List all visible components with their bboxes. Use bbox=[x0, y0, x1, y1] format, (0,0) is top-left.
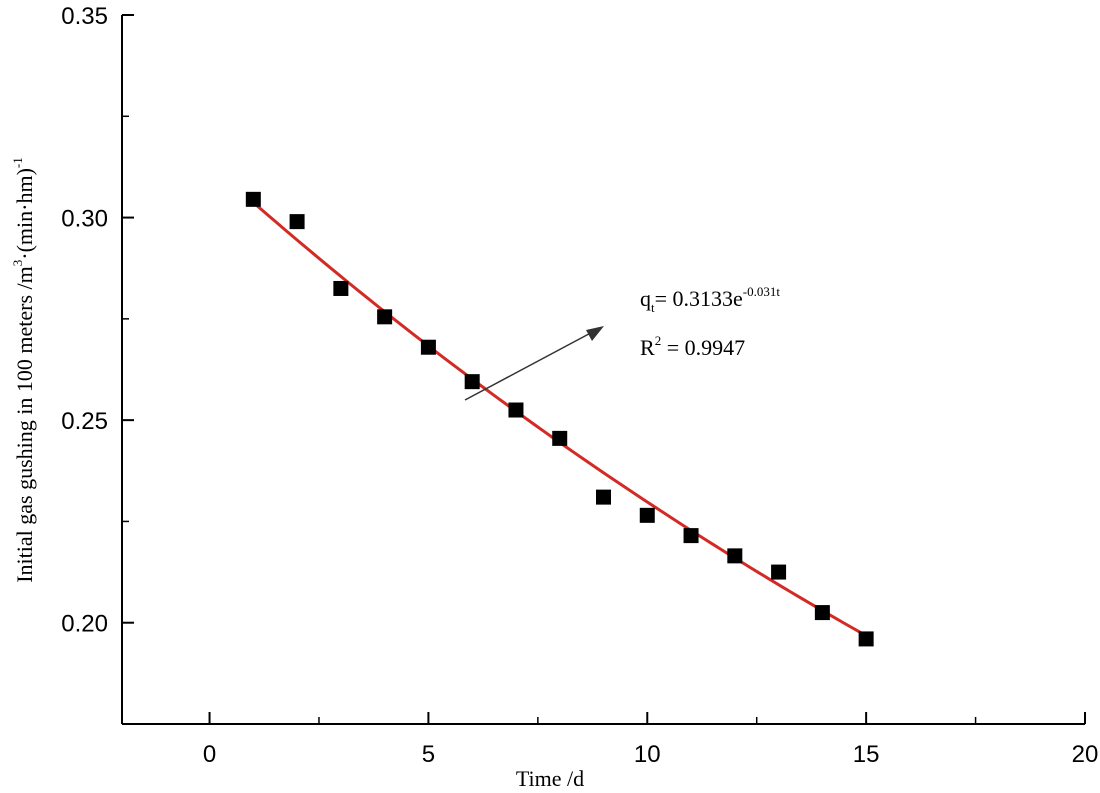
data-point bbox=[552, 430, 568, 446]
annotation: qt= 0.3133e-0.031t R2 = 0.9947 bbox=[464, 284, 780, 401]
data-point bbox=[420, 339, 436, 355]
data-point bbox=[596, 489, 611, 505]
fit-equation: qt= 0.3133e-0.031t bbox=[640, 284, 780, 315]
y-tick-label: 0.20 bbox=[61, 611, 108, 638]
y-tick-label: 0.35 bbox=[61, 3, 108, 30]
x-tick-label: 5 bbox=[422, 741, 435, 768]
x-axis-title: Time /d bbox=[516, 766, 584, 791]
data-point bbox=[508, 402, 524, 418]
y-axis-title: Initial gas gushing in 100 meters /m3·(m… bbox=[10, 157, 37, 583]
annotation-arrowhead bbox=[586, 326, 604, 341]
data-point bbox=[771, 564, 787, 580]
r-squared-label: R2 = 0.9947 bbox=[640, 333, 745, 360]
data-point bbox=[814, 605, 830, 621]
y-tick-label: 0.30 bbox=[61, 206, 108, 233]
data-point bbox=[333, 280, 349, 296]
ticks: 0 5 10 15 20 0.20 0.25 0.30 0.35 bbox=[61, 3, 1098, 768]
data-point bbox=[639, 507, 655, 523]
x-tick-label: 15 bbox=[853, 741, 880, 768]
data-point bbox=[464, 374, 480, 390]
data-point bbox=[858, 631, 874, 647]
x-tick-label: 20 bbox=[1072, 741, 1099, 768]
data-points bbox=[245, 191, 874, 647]
data-point bbox=[377, 309, 393, 325]
data-point bbox=[683, 528, 699, 544]
data-point bbox=[289, 214, 305, 230]
data-point bbox=[245, 191, 261, 207]
x-tick-label: 0 bbox=[203, 741, 216, 768]
axes bbox=[121, 15, 1085, 725]
y-tick-label: 0.25 bbox=[61, 408, 108, 435]
data-point bbox=[727, 548, 743, 564]
x-tick-label: 10 bbox=[634, 741, 661, 768]
annotation-arrow bbox=[464, 327, 601, 401]
